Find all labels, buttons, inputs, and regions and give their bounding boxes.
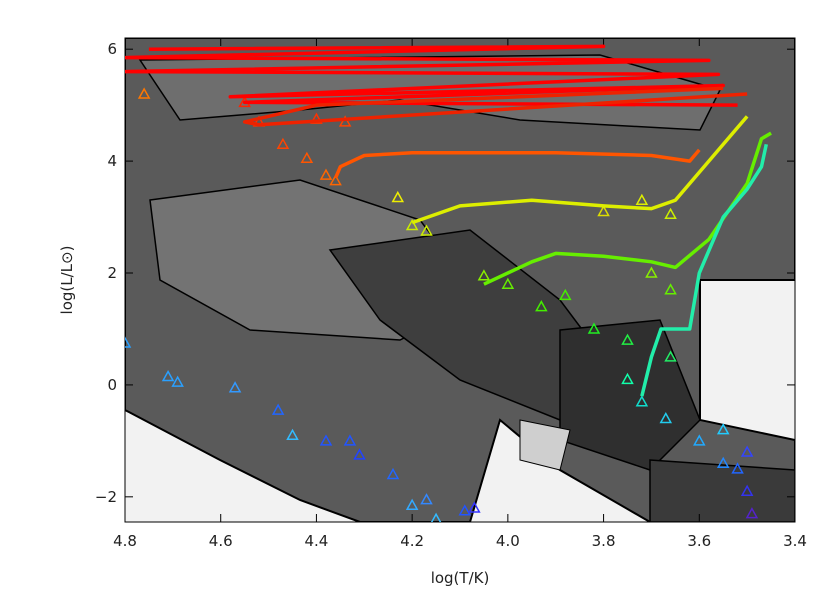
star-marker	[319, 434, 333, 446]
star-marker	[664, 207, 677, 220]
star-marker	[597, 204, 610, 217]
x-tick-label: 4.2	[400, 532, 424, 550]
star-marker	[386, 467, 400, 480]
y-tick-label: −2	[95, 488, 117, 506]
star-marker	[137, 87, 151, 99]
evolution-track	[640, 143, 768, 397]
star-marker	[171, 375, 184, 387]
star-marker	[338, 115, 352, 127]
y-tick-label: 6	[107, 40, 117, 58]
evolution-track	[483, 131, 772, 286]
star-marker	[405, 498, 419, 510]
star-marker	[458, 504, 472, 516]
star-marker	[501, 277, 515, 289]
star-marker	[228, 381, 242, 393]
star-marker	[319, 168, 333, 180]
star-marker	[276, 137, 290, 150]
x-tick-label: 4.0	[496, 532, 520, 550]
x-axis-label: log(T/K)	[431, 569, 490, 587]
star-marker	[664, 283, 677, 295]
star-marker	[310, 112, 323, 124]
y-axis-label: log(L/L⊙)	[58, 246, 76, 315]
star-marker	[300, 151, 314, 164]
contour-background	[125, 38, 795, 522]
evolution-track	[333, 148, 701, 179]
star-marker	[477, 269, 491, 281]
star-marker	[635, 193, 649, 206]
contour-region	[649, 459, 795, 522]
plot-layer	[125, 44, 772, 522]
star-marker	[286, 428, 299, 441]
star-marker	[420, 224, 433, 236]
star-marker	[645, 266, 658, 278]
x-tick-label: 3.8	[592, 532, 616, 550]
star-marker	[635, 395, 649, 407]
star-marker	[430, 512, 442, 522]
star-marker	[659, 411, 673, 424]
star-marker	[161, 369, 175, 382]
plot-frame	[124, 37, 796, 523]
star-marker	[621, 333, 634, 345]
star-marker	[353, 448, 366, 460]
x-tick-label: 4.6	[209, 532, 233, 550]
evolution-track	[242, 86, 748, 127]
x-tick-label: 4.4	[304, 532, 328, 550]
evolution-track	[125, 44, 738, 107]
star-marker	[271, 403, 285, 415]
y-tick-label: 4	[107, 152, 117, 170]
star-marker	[740, 484, 754, 496]
star-marker	[420, 493, 433, 505]
star-marker	[693, 434, 706, 446]
star-marker	[587, 322, 601, 334]
x-tick-label: 3.4	[783, 532, 807, 550]
star-marker	[343, 434, 357, 446]
x-tick-label: 3.6	[687, 532, 711, 550]
star-marker	[745, 507, 759, 519]
contour-region	[559, 319, 701, 471]
star-marker	[716, 456, 730, 468]
star-marker	[468, 501, 481, 513]
evolution-track	[411, 115, 749, 225]
star-marker	[559, 288, 572, 301]
star-marker	[664, 350, 677, 362]
star-marker	[731, 462, 744, 474]
star-marker	[391, 190, 405, 203]
star-marker	[621, 372, 634, 385]
star-marker	[405, 218, 419, 231]
y-tick-label: 2	[107, 264, 117, 282]
contour-region	[519, 419, 571, 471]
y-tick-label: 0	[107, 376, 117, 394]
star-marker	[535, 300, 548, 312]
star-marker	[740, 445, 754, 457]
star-marker	[716, 423, 730, 435]
star-marker	[329, 174, 342, 186]
star-marker	[125, 336, 132, 348]
x-tick-label: 4.8	[113, 532, 137, 550]
